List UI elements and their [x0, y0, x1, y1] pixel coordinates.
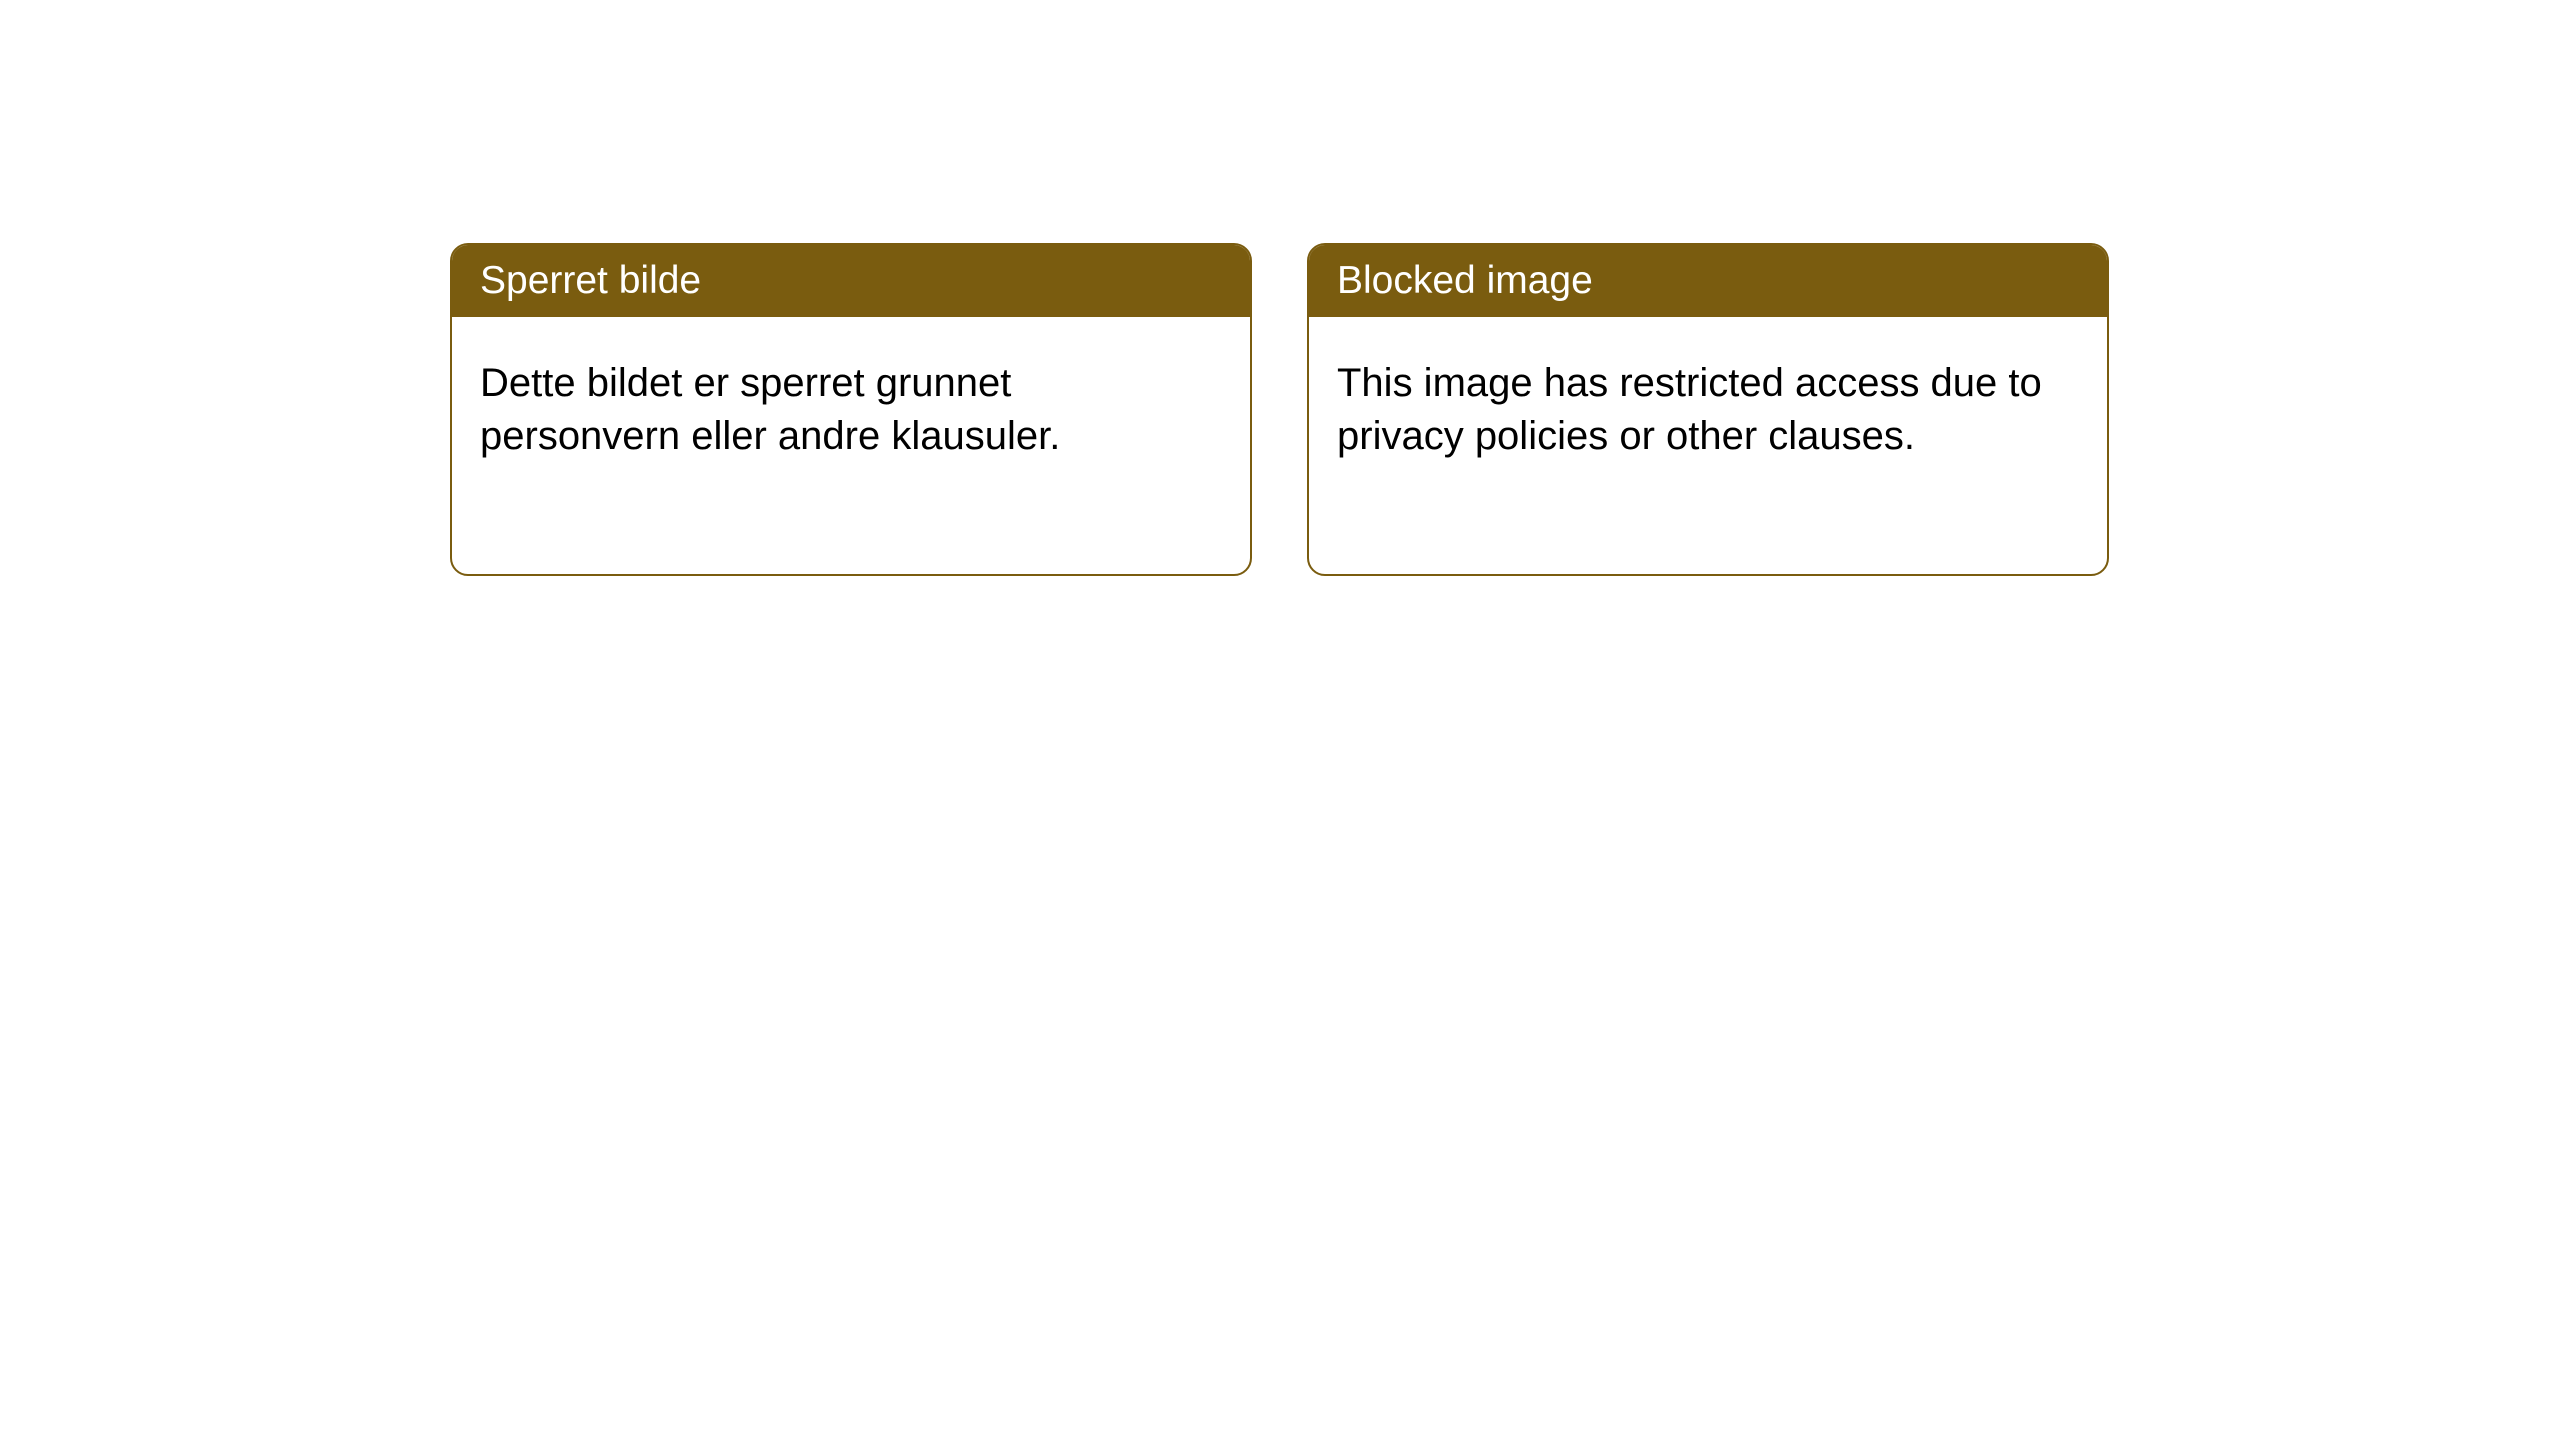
card-title: Sperret bilde [480, 259, 701, 302]
card-body: Dette bildet er sperret grunnet personve… [452, 317, 1250, 503]
card-title: Blocked image [1337, 259, 1593, 302]
cards-container: Sperret bilde Dette bildet er sperret gr… [0, 0, 2560, 576]
card-body-text: This image has restricted access due to … [1337, 361, 2042, 458]
card-body-text: Dette bildet er sperret grunnet personve… [480, 361, 1060, 458]
blocked-image-card-en: Blocked image This image has restricted … [1307, 243, 2109, 576]
blocked-image-card-no: Sperret bilde Dette bildet er sperret gr… [450, 243, 1252, 576]
card-header: Blocked image [1309, 245, 2107, 317]
card-body: This image has restricted access due to … [1309, 317, 2107, 503]
card-header: Sperret bilde [452, 245, 1250, 317]
